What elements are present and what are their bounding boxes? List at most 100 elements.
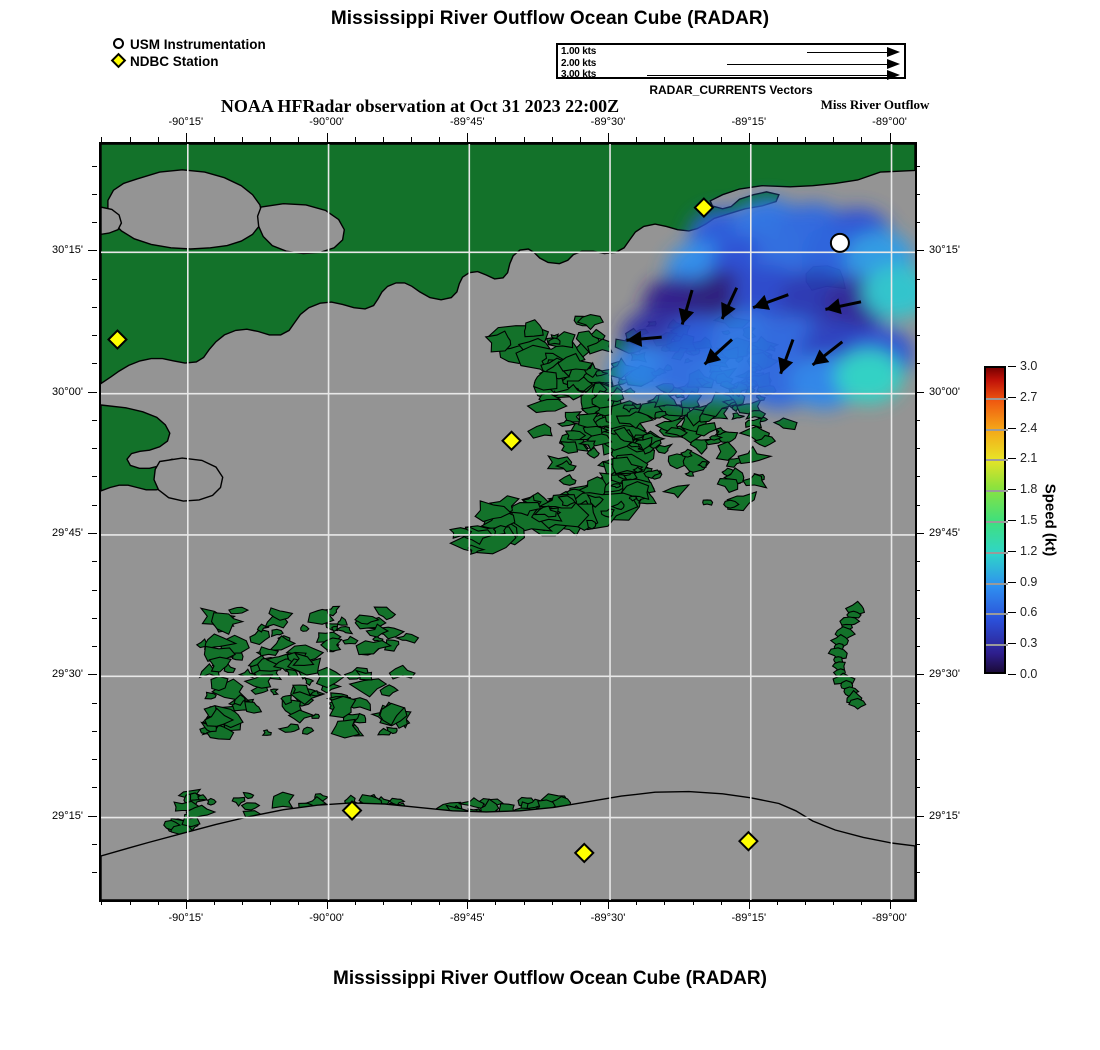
marsh-islet <box>632 436 653 451</box>
diamond-marker-icon <box>110 52 130 70</box>
ndbc-station-grand-isle[interactable] <box>341 800 363 821</box>
axis-label-lon-bottom: -89°15' <box>731 912 767 924</box>
current-vector <box>720 287 739 320</box>
colorbar-tick <box>1008 427 1016 429</box>
marsh-islet <box>185 804 217 820</box>
marsh-islet <box>557 495 577 507</box>
marsh-islet <box>315 666 345 689</box>
marsh-islet <box>709 435 724 441</box>
page-title: Mississippi River Outflow Ocean Cube (RA… <box>330 8 770 29</box>
marsh-islet <box>533 505 557 518</box>
marsh-islet <box>557 352 594 372</box>
vector-arrowhead-icon <box>626 330 643 347</box>
colorbar-tick <box>1008 674 1016 675</box>
ndbc-station-gulf[interactable] <box>573 842 595 864</box>
marsh-islet <box>576 314 605 331</box>
marsh-islet <box>270 628 284 638</box>
marsh-islet <box>664 427 689 437</box>
vector-arrowhead-icon <box>721 302 736 319</box>
marsh-islet <box>772 417 798 431</box>
map-canvas[interactable] <box>99 142 917 902</box>
marsh-islet <box>591 390 616 409</box>
marsh-islet <box>210 612 245 635</box>
marsh-islet <box>189 792 200 801</box>
colorbar-tick-label: 0.9 <box>1020 574 1038 589</box>
marsh-islet <box>377 727 393 736</box>
marsh-islet <box>548 337 561 346</box>
marsh-islet <box>632 466 645 474</box>
ndbc-station-central[interactable] <box>501 430 522 452</box>
vector-arrowhead-icon <box>678 307 695 325</box>
axis-tick-left <box>92 448 97 450</box>
axis-label-lat-right: 30°00' <box>929 385 960 398</box>
axis-label-lon-bottom: -89°30' <box>590 912 626 924</box>
circle-marker-icon <box>110 36 130 53</box>
marsh-islet <box>379 702 406 726</box>
axis-label-lat-left: 29°30' <box>52 668 83 681</box>
colorbar-band-separator <box>986 644 1008 647</box>
colorbar-tick <box>1008 550 1016 552</box>
marsh-islet <box>702 499 714 506</box>
marsh-islet <box>373 606 397 621</box>
colorbar-tick-label: 2.1 <box>1020 451 1038 466</box>
axis-tick-left <box>88 674 97 676</box>
axis-tick-left <box>92 193 97 195</box>
marsh-islet <box>354 614 381 625</box>
marsh-islet <box>259 646 280 657</box>
marsh-islet <box>689 438 712 455</box>
current-vector <box>703 338 734 366</box>
axis-tick-left <box>92 759 97 761</box>
colorbar-tick-label: 2.4 <box>1020 420 1038 435</box>
ndbc-station-pascagoula[interactable] <box>693 197 715 219</box>
marsh-islet <box>303 677 315 687</box>
marsh-islet <box>330 718 361 739</box>
axis-tick-left <box>88 391 97 393</box>
ndbc-station-southpass[interactable] <box>738 830 759 852</box>
axis-tick-left <box>88 533 97 534</box>
marsh-islet <box>723 499 740 509</box>
usm-instrumentation-site[interactable] <box>829 232 850 253</box>
axis-tick-left <box>92 872 97 874</box>
ndbc-station-west[interactable] <box>107 329 128 350</box>
vector-arrowhead-icon <box>887 58 900 69</box>
axis-label-lat-left: 29°15' <box>52 809 83 822</box>
marsh-islet <box>365 623 390 638</box>
product-label: Miss River Outflow <box>820 97 930 112</box>
axis-label-lon-bottom: -89°00' <box>872 912 907 924</box>
marsh-islet <box>715 441 738 461</box>
marsh-islet <box>204 633 238 650</box>
marsh-islet <box>240 802 261 811</box>
current-vector <box>778 338 795 375</box>
marsh-islet <box>244 701 263 714</box>
axis-tick-top <box>185 133 187 142</box>
current-vector <box>678 289 695 325</box>
colorbar-tick <box>1008 612 1016 614</box>
axis-tick-left <box>92 561 97 563</box>
marsh-islet <box>307 608 335 625</box>
colorbar-band-separator <box>986 397 1008 400</box>
axis-label-lat-left: 30°00' <box>52 385 83 398</box>
marsh-islet <box>556 419 577 427</box>
vector-scale-label: 2.00 kts <box>561 57 597 69</box>
axis-tick-top <box>748 133 750 142</box>
inland-water-polygon <box>256 202 346 255</box>
marsh-islet <box>523 319 544 338</box>
inland-water-polygon <box>101 206 123 236</box>
axis-tick-top <box>608 133 609 142</box>
marsh-islet <box>386 726 398 735</box>
marsh-islet <box>655 443 674 454</box>
axis-label-lon-top: -90°15' <box>168 116 204 128</box>
vector-shaft <box>727 63 887 65</box>
current-vector-layer <box>626 287 862 375</box>
axis-tick-top <box>889 133 891 142</box>
marsh-islet <box>206 797 217 806</box>
vector-arrowhead-icon <box>887 70 900 80</box>
colorbar-tick <box>1008 366 1016 367</box>
marsh-islet <box>163 819 182 831</box>
axis-tick-left <box>88 815 97 817</box>
colorbar-band-separator <box>986 521 1008 523</box>
colorbar-band-separator <box>986 459 1008 462</box>
marsh-islet <box>634 495 647 502</box>
marsh-islet <box>458 797 485 810</box>
land-polygon <box>101 144 915 385</box>
